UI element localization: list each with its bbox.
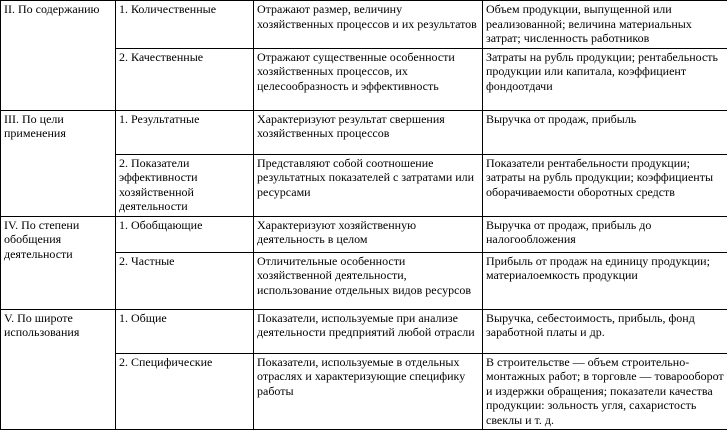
examples-cell: Показатели рентабельности продукции; зат…	[483, 154, 727, 216]
examples-cell: Прибыль от продаж на единицу продукции; …	[483, 252, 727, 309]
examples-cell: Затраты на рубль продукции; рентабельнос…	[483, 48, 727, 110]
criterion-cell: II. По содержанию	[1, 1, 116, 111]
description-cell: Представляют собой соотношение результат…	[254, 154, 483, 216]
indicator-type-cell: 1. Количественные	[116, 1, 254, 49]
table-row: III. По цели применения 1. Результатные …	[1, 110, 727, 154]
examples-cell: Выручка от продаж, прибыль до налогообло…	[483, 216, 727, 252]
examples-cell: Объем продукции, выпущенной или реализов…	[483, 1, 727, 49]
criterion-cell: V. По широте использования	[1, 309, 116, 430]
examples-cell: В строительстве — объем строительно-монт…	[483, 353, 727, 430]
examples-cell: Выручка, себестоимость, прибыль, фонд за…	[483, 309, 727, 353]
description-cell: Отражают размер, величину хозяйственных …	[254, 1, 483, 49]
description-cell: Показатели, используемые при анализе дея…	[254, 309, 483, 353]
criterion-cell: IV. По степени обобщения деятельности	[1, 216, 116, 309]
indicator-type-cell: 1. Общие	[116, 309, 254, 353]
examples-cell: Выручка от продаж, прибыль	[483, 110, 727, 154]
description-cell: Отличительные особенности хозяйственной …	[254, 252, 483, 309]
indicator-type-cell: 1. Результатные	[116, 110, 254, 154]
table-row: V. По широте использования 1. Общие Пока…	[1, 309, 727, 353]
indicator-type-cell: 2. Частные	[116, 252, 254, 309]
table-row: IV. По степени обобщения деятельности 1.…	[1, 216, 727, 252]
indicator-type-cell: 2. Показатели эффективности хозяйственно…	[116, 154, 254, 216]
criterion-cell: III. По цели применения	[1, 110, 116, 216]
indicator-type-cell: 2. Специфические	[116, 353, 254, 430]
description-cell: Характеризуют хозяйственную деятельность…	[254, 216, 483, 252]
indicator-type-cell: 1. Обобщающие	[116, 216, 254, 252]
description-cell: Характеризуют результат свершения хозяйс…	[254, 110, 483, 154]
table-row: II. По содержанию 1. Количественные Отра…	[1, 1, 727, 49]
indicator-type-cell: 2. Качественные	[116, 48, 254, 110]
description-cell: Отражают существенные особенности хозяйс…	[254, 48, 483, 110]
description-cell: Показатели, используемые в отдельных отр…	[254, 353, 483, 430]
